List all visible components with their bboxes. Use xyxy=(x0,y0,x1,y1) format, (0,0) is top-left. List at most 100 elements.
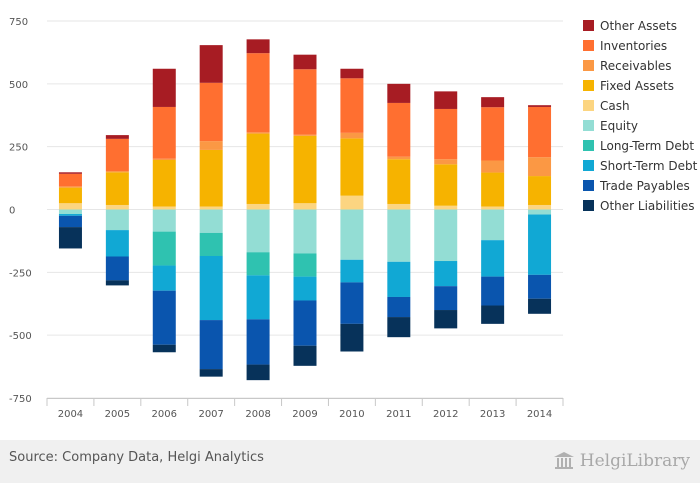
bar-segment xyxy=(434,286,458,311)
x-tick-label: 2007 xyxy=(198,409,223,420)
y-tick-label: 250 xyxy=(9,143,28,154)
bar-segment xyxy=(528,106,552,158)
legend-swatch xyxy=(583,180,594,191)
bar-segment xyxy=(434,205,458,210)
bar-segment xyxy=(387,203,411,210)
legend-swatch xyxy=(583,40,594,51)
logo-text: HelgiLibrary xyxy=(579,451,690,471)
bar-segment xyxy=(293,203,317,210)
bar-segment xyxy=(387,156,411,160)
bar-segment xyxy=(58,172,82,174)
bar-segment xyxy=(293,300,317,346)
library-building-icon xyxy=(553,452,574,469)
bar-segment xyxy=(58,209,82,215)
bar-segment xyxy=(340,138,364,196)
bar-segment xyxy=(481,172,505,207)
bar-segment xyxy=(481,160,505,173)
bar-segment xyxy=(58,186,82,188)
bar-segment xyxy=(528,105,552,107)
bar-segment xyxy=(58,214,82,216)
legend-swatch xyxy=(583,60,594,71)
legend-label: Short-Term Debt xyxy=(600,159,698,173)
legend-swatch xyxy=(583,100,594,111)
bar-segment xyxy=(528,176,552,205)
bar-segment xyxy=(199,255,223,321)
bar-segment xyxy=(434,310,458,329)
bar-segment xyxy=(340,323,364,352)
bar-segment xyxy=(152,265,176,291)
bars xyxy=(58,39,552,381)
bar-segment xyxy=(152,344,176,353)
y-tick-label: -500 xyxy=(9,331,32,342)
legend: Other Assets Inventories Receivables Fixed … xyxy=(583,19,698,213)
bar-segment xyxy=(152,68,176,107)
bar-segment xyxy=(293,345,317,366)
legend-swatch xyxy=(583,200,594,211)
bar-segment xyxy=(434,91,458,109)
bar-segment xyxy=(105,138,129,172)
y-tick-label: -250 xyxy=(9,268,32,279)
bar-segment xyxy=(199,149,223,207)
bar-segment xyxy=(246,209,270,253)
bar-segment xyxy=(246,252,270,276)
bar-segment xyxy=(340,132,364,139)
legend-label: Inventories xyxy=(600,39,667,53)
bar-segment xyxy=(481,240,505,277)
bar-segment xyxy=(199,141,223,150)
x-tick-label: 2013 xyxy=(480,409,505,420)
bar-segment xyxy=(528,157,552,177)
legend-swatch xyxy=(583,160,594,171)
legend-label: Equity xyxy=(600,119,638,133)
bar-segment xyxy=(105,230,129,257)
x-tick-label: 2008 xyxy=(245,409,270,420)
legend-label: Fixed Assets xyxy=(600,79,674,93)
legend-label: Long-Term Debt xyxy=(600,139,694,153)
bar-segment xyxy=(293,135,317,204)
bar-segment xyxy=(246,203,270,210)
bar-segment xyxy=(105,280,129,286)
x-tick-label: 2011 xyxy=(386,409,411,420)
source-text: Source: Company Data, Helgi Analytics xyxy=(9,450,264,465)
bar-segment xyxy=(293,253,317,277)
bar-segment xyxy=(58,173,82,187)
bar-segment xyxy=(199,45,223,83)
x-tick-label: 2006 xyxy=(152,409,177,420)
x-tick-label: 2004 xyxy=(58,409,83,420)
bar-segment xyxy=(246,39,270,54)
bar-segment xyxy=(246,319,270,365)
bar-segment xyxy=(528,204,552,210)
bar-segment xyxy=(105,171,129,173)
bar-segment xyxy=(434,261,458,287)
bar-segment xyxy=(105,256,129,281)
bar-segment xyxy=(387,83,411,103)
bar-segment xyxy=(105,209,129,231)
legend-swatch xyxy=(583,80,594,91)
y-tick-label: 750 xyxy=(9,17,28,28)
bar-segment xyxy=(152,231,176,266)
bar-segment xyxy=(152,159,176,207)
bar-segment xyxy=(246,133,270,204)
bar-segment xyxy=(528,298,552,314)
bar-segment xyxy=(340,259,364,283)
bar-segment xyxy=(105,204,129,210)
bar-segment xyxy=(246,53,270,133)
legend-swatch xyxy=(583,20,594,31)
bar-segment xyxy=(481,209,505,241)
bar-segment xyxy=(199,209,223,233)
bar-segment xyxy=(528,274,552,299)
bar-segment xyxy=(58,227,82,249)
legend-label: Trade Payables xyxy=(599,179,690,193)
bar-segment xyxy=(434,164,458,206)
bar-segment xyxy=(199,369,223,377)
bar-segment xyxy=(152,206,176,210)
bar-segment xyxy=(434,209,458,262)
bar-segment xyxy=(481,305,505,324)
bar-segment xyxy=(199,206,223,210)
x-tick-label: 2009 xyxy=(292,409,317,420)
bar-segment xyxy=(152,290,176,345)
bar-segment xyxy=(293,209,317,254)
bar-segment xyxy=(246,364,270,381)
x-axis: 2004 2005 2006 2007 2008 2009 2010 2011 2012 2013… xyxy=(46,398,564,420)
bar-segment xyxy=(293,134,317,136)
bar-segment xyxy=(199,232,223,256)
